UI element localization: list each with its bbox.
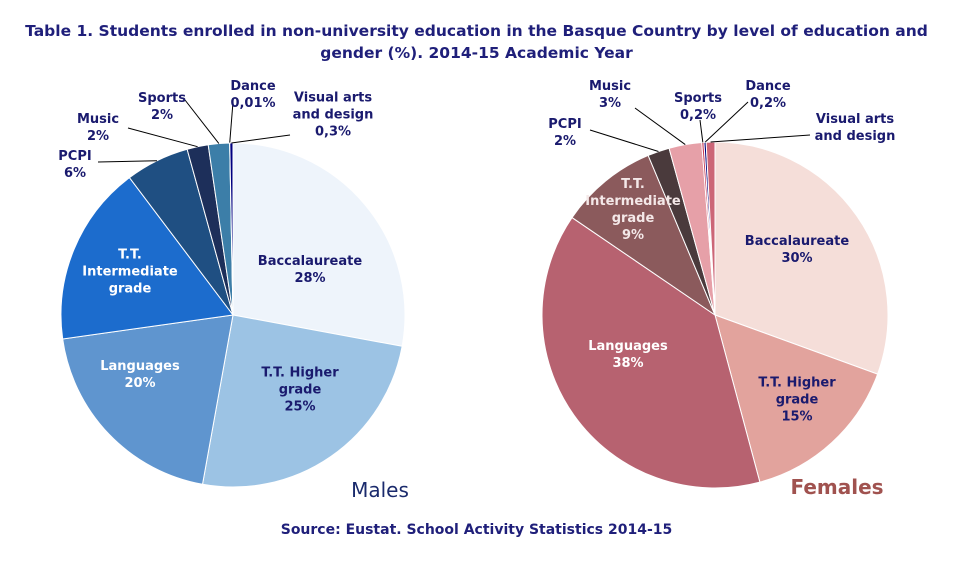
slice-label: PCPI 2% xyxy=(535,116,595,150)
slice-label: T.T. Intermediate grade 9% xyxy=(578,176,688,244)
slice-label: Music 3% xyxy=(580,78,640,112)
slice-label: Baccalaureate 28% xyxy=(250,253,370,287)
value-label: 0,3% xyxy=(314,124,352,140)
category-label: Sports xyxy=(138,91,186,106)
leader-line xyxy=(97,160,157,163)
pie-slice xyxy=(60,176,234,340)
slice-label: Languages 38% xyxy=(573,338,683,372)
value-label: 9% xyxy=(621,228,645,243)
category-label: Languages xyxy=(100,359,180,374)
slice-label: Dance 0,2% xyxy=(738,78,798,112)
category-label: Visual arts and design xyxy=(292,90,374,123)
leader-line xyxy=(184,99,220,144)
category-label: Baccalaureate xyxy=(257,254,363,269)
chart-title: Table 1. Students enrolled in non-univer… xyxy=(25,22,928,62)
category-label: Visual arts and design xyxy=(814,112,896,144)
leader-line xyxy=(229,101,234,144)
leader-line xyxy=(127,127,198,148)
pie-slice xyxy=(571,154,717,317)
slice-label: PCPI 6% xyxy=(45,148,105,182)
pie-slice xyxy=(714,314,879,483)
category-label: Music xyxy=(588,79,632,94)
value-label: 38% xyxy=(612,356,644,371)
slice-label: Dance 0,01% xyxy=(223,78,283,112)
category-label: T.T. Higher grade xyxy=(758,375,836,408)
value-label: 3% xyxy=(598,96,622,111)
category-label: Baccalaureate xyxy=(744,234,850,249)
value-label: 6% xyxy=(63,166,87,181)
leader-line xyxy=(634,107,686,145)
value-label: 28% xyxy=(294,271,326,286)
value-label: 25% xyxy=(284,399,316,415)
slice-label: Music 2% xyxy=(68,111,128,145)
slice-label: Sports 2% xyxy=(132,90,192,124)
category-label: PCPI xyxy=(58,149,92,164)
category-label: T.T. Intermediate grade xyxy=(82,247,178,297)
slice-label: Sports 0,2% xyxy=(668,90,728,124)
category-label: Music xyxy=(76,112,120,127)
pie-slice xyxy=(201,314,403,488)
category-label: Languages xyxy=(588,339,668,354)
value-label: 2% xyxy=(86,129,110,144)
category-label: PCPI xyxy=(548,117,582,132)
value-label: 30% xyxy=(781,251,813,266)
pie-slice xyxy=(541,216,761,489)
value-label: 20% xyxy=(124,376,156,391)
category-label: T.T. Intermediate grade xyxy=(585,177,681,226)
category-label: Sports xyxy=(674,91,722,106)
source: Source: Eustat. School Activity Statisti… xyxy=(280,522,673,538)
value-label: 0,2% xyxy=(749,96,787,111)
leader-line xyxy=(704,101,749,143)
slice-label: T.T. Higher grade 25% xyxy=(245,365,355,416)
category-label: Dance xyxy=(230,79,276,94)
value-label: 15% xyxy=(781,409,813,425)
value-label: 0,2% xyxy=(679,108,717,123)
value-label: 2% xyxy=(553,134,577,149)
slice-label: T.T. Higher grade 15% xyxy=(742,375,852,426)
slice-label: T.T. Intermediate grade xyxy=(80,247,180,298)
pie-slice xyxy=(62,314,234,485)
leader-line xyxy=(589,129,659,152)
category-label: T.T. Higher grade xyxy=(261,365,339,398)
leader-line xyxy=(710,134,811,143)
slice-label: Languages 20% xyxy=(85,358,195,392)
leader-line xyxy=(699,119,704,143)
pie-title: Males xyxy=(351,478,409,502)
slice-label: Visual arts and design xyxy=(800,111,910,145)
value-label: 0,01% xyxy=(230,96,276,111)
pie-slice xyxy=(232,142,406,347)
category-label: Dance xyxy=(745,79,791,94)
slice-label: Baccalaureate 30% xyxy=(737,233,857,267)
leader-line xyxy=(231,134,291,144)
value-label: 2% xyxy=(150,108,174,123)
pie-slice xyxy=(714,141,889,375)
slice-label: Visual arts and design 0,3% xyxy=(278,90,388,141)
pie-title: Females xyxy=(790,475,884,499)
